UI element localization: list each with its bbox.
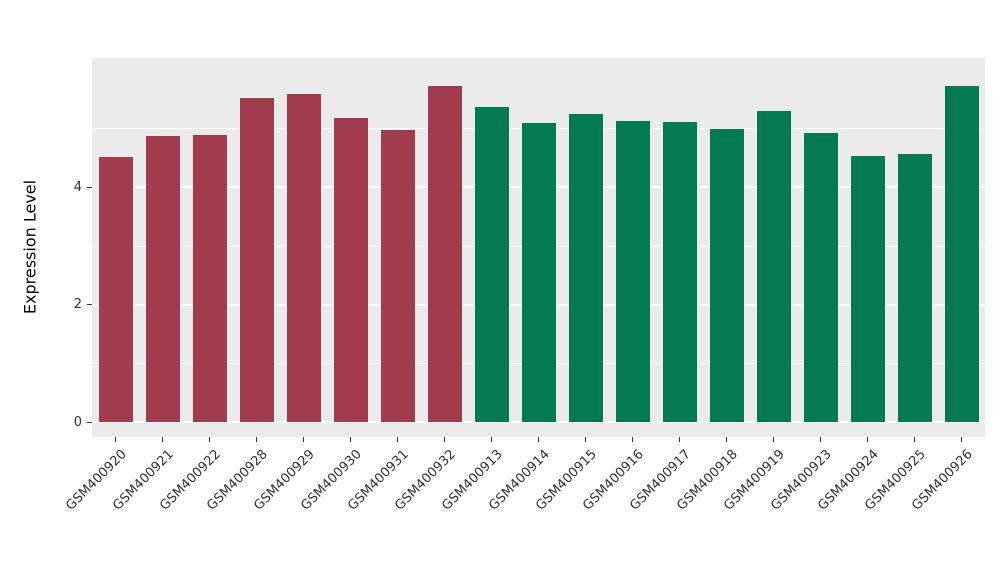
x-tick-mark <box>773 437 774 442</box>
y-tick-label: 2 <box>73 297 82 313</box>
bar <box>897 153 932 422</box>
x-tick-mark <box>726 437 727 442</box>
bar <box>145 135 180 422</box>
x-tick-mark <box>585 437 586 442</box>
bar <box>709 128 744 422</box>
x-tick-mark <box>115 437 116 442</box>
y-tick-mark <box>87 304 92 306</box>
y-tick-mark <box>87 186 92 188</box>
bar <box>615 121 650 422</box>
bar <box>756 110 791 422</box>
x-tick-mark <box>162 437 163 442</box>
gridline-major <box>92 421 985 423</box>
x-tick-mark <box>444 437 445 442</box>
plot-panel <box>92 58 985 437</box>
x-tick-mark <box>820 437 821 442</box>
x-tick-mark <box>491 437 492 442</box>
x-tick-mark <box>961 437 962 442</box>
bar <box>98 157 133 422</box>
x-tick-mark <box>914 437 915 442</box>
bar <box>803 132 838 422</box>
bar <box>474 107 509 422</box>
bar <box>568 114 603 422</box>
bar <box>239 98 274 422</box>
bar <box>427 85 462 422</box>
bar <box>944 85 979 422</box>
x-tick-mark <box>256 437 257 442</box>
y-tick-label: 0 <box>73 414 82 430</box>
x-tick-mark <box>350 437 351 442</box>
x-tick-mark <box>632 437 633 442</box>
y-axis-title-text: Expression Level <box>20 179 40 315</box>
bar <box>333 117 368 422</box>
y-tick-label: 4 <box>73 179 82 195</box>
bar <box>192 134 227 422</box>
bar <box>850 155 885 422</box>
x-tick-mark <box>679 437 680 442</box>
bar <box>521 122 556 422</box>
y-tick-mark <box>87 421 92 423</box>
x-tick-mark <box>867 437 868 442</box>
bar <box>662 121 697 422</box>
x-tick-mark <box>209 437 210 442</box>
x-tick-mark <box>538 437 539 442</box>
x-tick-mark <box>303 437 304 442</box>
bar <box>286 93 321 422</box>
bar <box>380 130 415 422</box>
x-tick-mark <box>397 437 398 442</box>
